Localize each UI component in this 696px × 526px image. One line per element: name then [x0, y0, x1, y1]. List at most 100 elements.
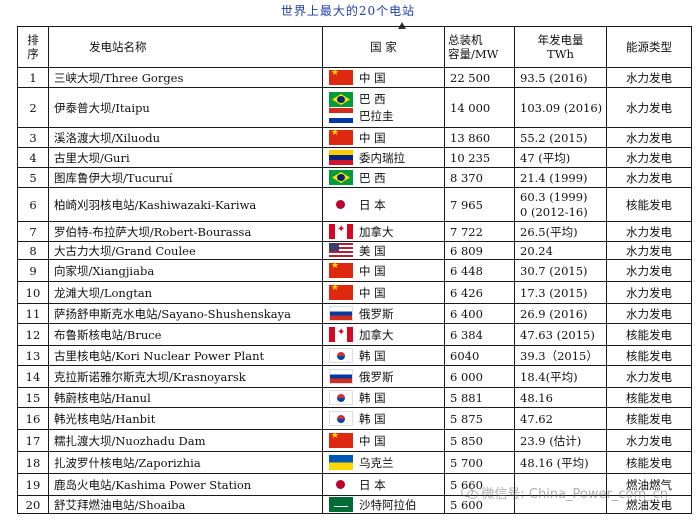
ua-flag-icon — [329, 455, 353, 470]
energy-type-cell: 水力发电 — [606, 221, 692, 242]
rank-cell: 2 — [17, 87, 49, 128]
table-row: 14 克拉斯诺雅尔斯克大坝/Krasnoyarsk 俄罗斯 6 000 18.4(平均)… — [17, 365, 692, 388]
generation-value: 17.3 (2015) — [520, 285, 588, 300]
rank-cell: 13 — [17, 345, 49, 366]
jp-flag-icon — [329, 477, 353, 492]
header-row: 排 序 发电站名称 国 家 总装机 容量/MW 年发电量 TWh 能源类型 — [17, 26, 692, 68]
rank-cell: 15 — [17, 387, 49, 408]
capacity-cell: 8 370 — [444, 167, 515, 188]
generation-cell: 48.16 — [514, 387, 607, 408]
table-title: 世界上最大的20个电站 — [280, 4, 416, 18]
country-name: 中 国 — [359, 70, 386, 85]
station-name-cell: 向家坝/Xiangjiaba — [48, 259, 323, 282]
energy-type-cell: 核能发电 — [606, 407, 692, 430]
br-flag-icon — [329, 92, 353, 107]
generation-cell: 18.4(平均) — [514, 365, 607, 388]
rank-cell: 10 — [17, 281, 49, 304]
generation-value: 26.9 (2016) — [520, 306, 588, 321]
country-name: 中 国 — [359, 433, 386, 448]
rank-cell: 14 — [17, 365, 49, 388]
generation-value: 48.16 — [520, 390, 553, 405]
cursor-icon — [398, 22, 406, 29]
generation-cell: 26.5(平均) — [514, 221, 607, 242]
table-row: 15 韩蔚核电站/Hanul 韩 国 5 881 48.16 核能发电 — [17, 387, 692, 408]
country-name: 俄罗斯 — [359, 306, 394, 321]
capacity-cell: 14 000 — [444, 87, 515, 128]
table-row: 5 图库鲁伊大坝/Tucuruí 巴 西 8 370 21.4 (1999) 水力发电 — [17, 167, 692, 188]
us-flag-icon — [329, 243, 353, 258]
generation-cell: 48.16 (平均) — [514, 451, 607, 474]
country-name: 中 国 — [359, 263, 386, 278]
country-name: 巴拉圭 — [359, 109, 394, 123]
station-name-cell: 龙滩大坝/Longtan — [48, 281, 323, 304]
header-country: 国 家 — [322, 26, 445, 68]
generation-value: 55.2 (2015) — [520, 130, 588, 145]
generation-cell: 47 (平均) — [514, 147, 607, 168]
watermark: 微信号: China_Power_com_cn — [461, 483, 668, 502]
table-row: 4 古里大坝/Guri 委内瑞拉 10 235 47 (平均) 水力发电 — [17, 147, 692, 168]
station-name-cell: 溪洛渡大坝/Xiluodu — [48, 127, 323, 148]
country-cell: 俄罗斯 — [322, 365, 445, 388]
generation-cell: 47.62 — [514, 407, 607, 430]
energy-type-cell: 水力发电 — [606, 87, 692, 128]
cn-flag-icon — [329, 70, 353, 85]
station-name-cell: 萨扬舒申斯克水电站/Sayano-Shushenskaya — [48, 303, 323, 324]
rank-cell: 12 — [17, 323, 49, 346]
capacity-cell: 6 400 — [444, 303, 515, 324]
cn-flag-icon — [329, 433, 353, 448]
country-cell: 巴 西巴拉圭 — [322, 87, 445, 128]
country-cell: 中 国 — [322, 281, 445, 304]
country-name: 委内瑞拉 — [359, 150, 405, 165]
generation-value: 47.62 — [520, 411, 553, 426]
energy-type-cell: 燃油发电 — [606, 495, 692, 514]
country-cell: 中 国 — [322, 259, 445, 282]
energy-type-cell: 水力发电 — [606, 167, 692, 188]
generation-cell: 55.2 (2015) — [514, 127, 607, 148]
generation-value: 0 (2012-16) — [520, 205, 588, 219]
generation-cell: 39.3（2015） — [514, 345, 607, 366]
country-cell: 美 国 — [322, 241, 445, 260]
country-cell: 中 国 — [322, 127, 445, 148]
table-row: 20 舒艾拜燃油电站/Shoaiba 沙特阿拉伯 5 600 燃油发电 — [17, 495, 692, 514]
capacity-cell: 7 722 — [444, 221, 515, 242]
station-name-cell: 柏崎刈羽核电站/Kashiwazaki-Kariwa — [48, 187, 323, 222]
generation-cell: 21.4 (1999) — [514, 167, 607, 188]
energy-type-cell: 水力发电 — [606, 365, 692, 388]
station-name-cell: 韩光核电站/Hanbit — [48, 407, 323, 430]
generation-value: 23.9 (估计) — [520, 433, 582, 448]
energy-type-cell: 核能发电 — [606, 387, 692, 408]
ru-flag-icon — [329, 306, 353, 321]
table-row: 2 伊泰普大坝/Itaipu 巴 西巴拉圭 14 000 103.09 (2016) 水力… — [17, 87, 692, 128]
cn-flag-icon — [329, 263, 353, 278]
wechat-icon — [461, 486, 479, 499]
station-name-cell: 鹿岛火电站/Kashima Power Station — [48, 473, 323, 496]
station-name-cell: 糯扎渡大坝/Nuozhadu Dam — [48, 429, 323, 452]
station-name-cell: 布鲁斯核电站/Bruce — [48, 323, 323, 346]
country-cell: 日 本 — [322, 187, 445, 222]
capacity-cell: 5 600 — [444, 495, 515, 514]
station-name-cell: 舒艾拜燃油电站/Shoaiba — [48, 495, 323, 514]
country-cell: 俄罗斯 — [322, 303, 445, 324]
country-name: 美 国 — [359, 243, 386, 258]
country-name: 韩 国 — [359, 390, 386, 405]
station-name-cell: 扎波罗什核电站/Zaporizhia — [48, 451, 323, 474]
country-name: 韩 国 — [359, 411, 386, 426]
capacity-cell: 5 875 — [444, 407, 515, 430]
energy-type-cell: 水力发电 — [606, 127, 692, 148]
table-row: 8 大古力大坝/Grand Coulee 美 国 6 809 20.24 水力发电 — [17, 241, 692, 260]
country-cell: 韩 国 — [322, 387, 445, 408]
ca-flag-icon — [329, 224, 353, 239]
station-name-cell: 古里核电站/Kori Nuclear Power Plant — [48, 345, 323, 366]
rank-cell: 1 — [17, 67, 49, 88]
generation-value: 47 (平均) — [520, 150, 571, 165]
energy-type-cell: 水力发电 — [606, 429, 692, 452]
capacity-cell: 6040 — [444, 345, 515, 366]
generation-value: 47.63 (2015) — [520, 327, 595, 342]
energy-type-cell: 水力发电 — [606, 67, 692, 88]
